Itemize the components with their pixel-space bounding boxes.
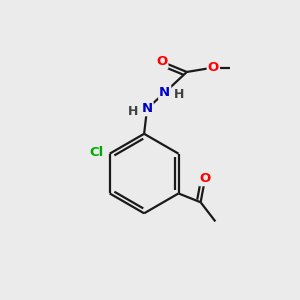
Text: N: N bbox=[142, 102, 153, 115]
Text: H: H bbox=[174, 88, 184, 101]
Text: Cl: Cl bbox=[89, 146, 103, 159]
Text: O: O bbox=[208, 61, 219, 74]
Text: N: N bbox=[159, 86, 170, 99]
Text: H: H bbox=[128, 105, 138, 118]
Text: O: O bbox=[156, 55, 167, 68]
Text: O: O bbox=[200, 172, 211, 185]
